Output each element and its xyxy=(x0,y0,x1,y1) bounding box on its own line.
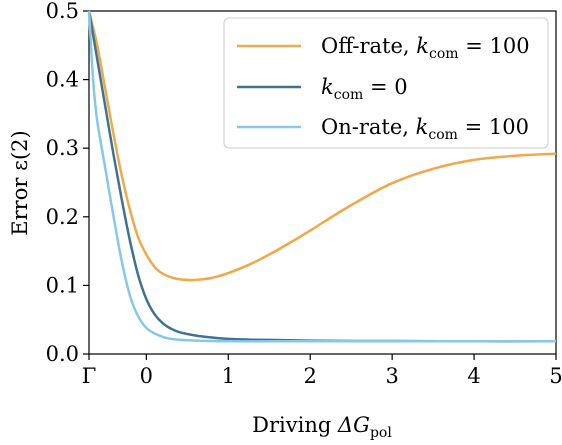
x-tick-label: 5 xyxy=(549,364,562,388)
y-axis-ticks: 0.0 0.1 0.2 0.3 0.4 0.5 xyxy=(46,0,89,366)
x-tick-label: 1 xyxy=(222,364,235,388)
series-line-off-rate xyxy=(87,10,557,282)
x-axis-label-symbol: ΔG xyxy=(337,413,370,437)
legend-box xyxy=(223,17,549,149)
legend-label-off-rate: Off-rate, kcom = 100 xyxy=(321,34,530,62)
legend-label-kcom-zero: kcom = 0 xyxy=(321,75,408,103)
y-tick-label: 0.1 xyxy=(46,273,79,297)
x-tick-label: 2 xyxy=(304,364,317,388)
y-tick-label: 0.2 xyxy=(46,205,79,229)
plot-frame xyxy=(88,10,557,355)
x-tick-label: 4 xyxy=(467,364,480,388)
legend: Off-rate, kcom = 100 kcom = 0 On-rate, k… xyxy=(223,17,549,149)
x-tick-label: 0 xyxy=(140,364,153,388)
y-tick-label: 0.5 xyxy=(46,0,79,23)
y-tick-label: 0.0 xyxy=(46,342,79,366)
y-tick-label: 0.3 xyxy=(46,136,79,160)
x-tick-label: Γ xyxy=(82,364,97,388)
legend-label-on-rate: On-rate, kcom = 100 xyxy=(321,115,529,143)
x-tick-label: 3 xyxy=(385,364,398,388)
x-axis-label: Driving ΔGpol xyxy=(252,413,392,441)
y-axis-label: Error ε(2) xyxy=(8,130,32,235)
x-axis-ticks: Γ 0 1 2 3 4 5 xyxy=(82,354,562,388)
series-line-on-rate xyxy=(87,10,556,343)
x-axis-label-prefix: Driving xyxy=(252,413,338,437)
y-tick-label: 0.4 xyxy=(46,68,79,92)
x-axis-label-subscript: pol xyxy=(370,425,392,441)
series-lines xyxy=(87,10,557,343)
